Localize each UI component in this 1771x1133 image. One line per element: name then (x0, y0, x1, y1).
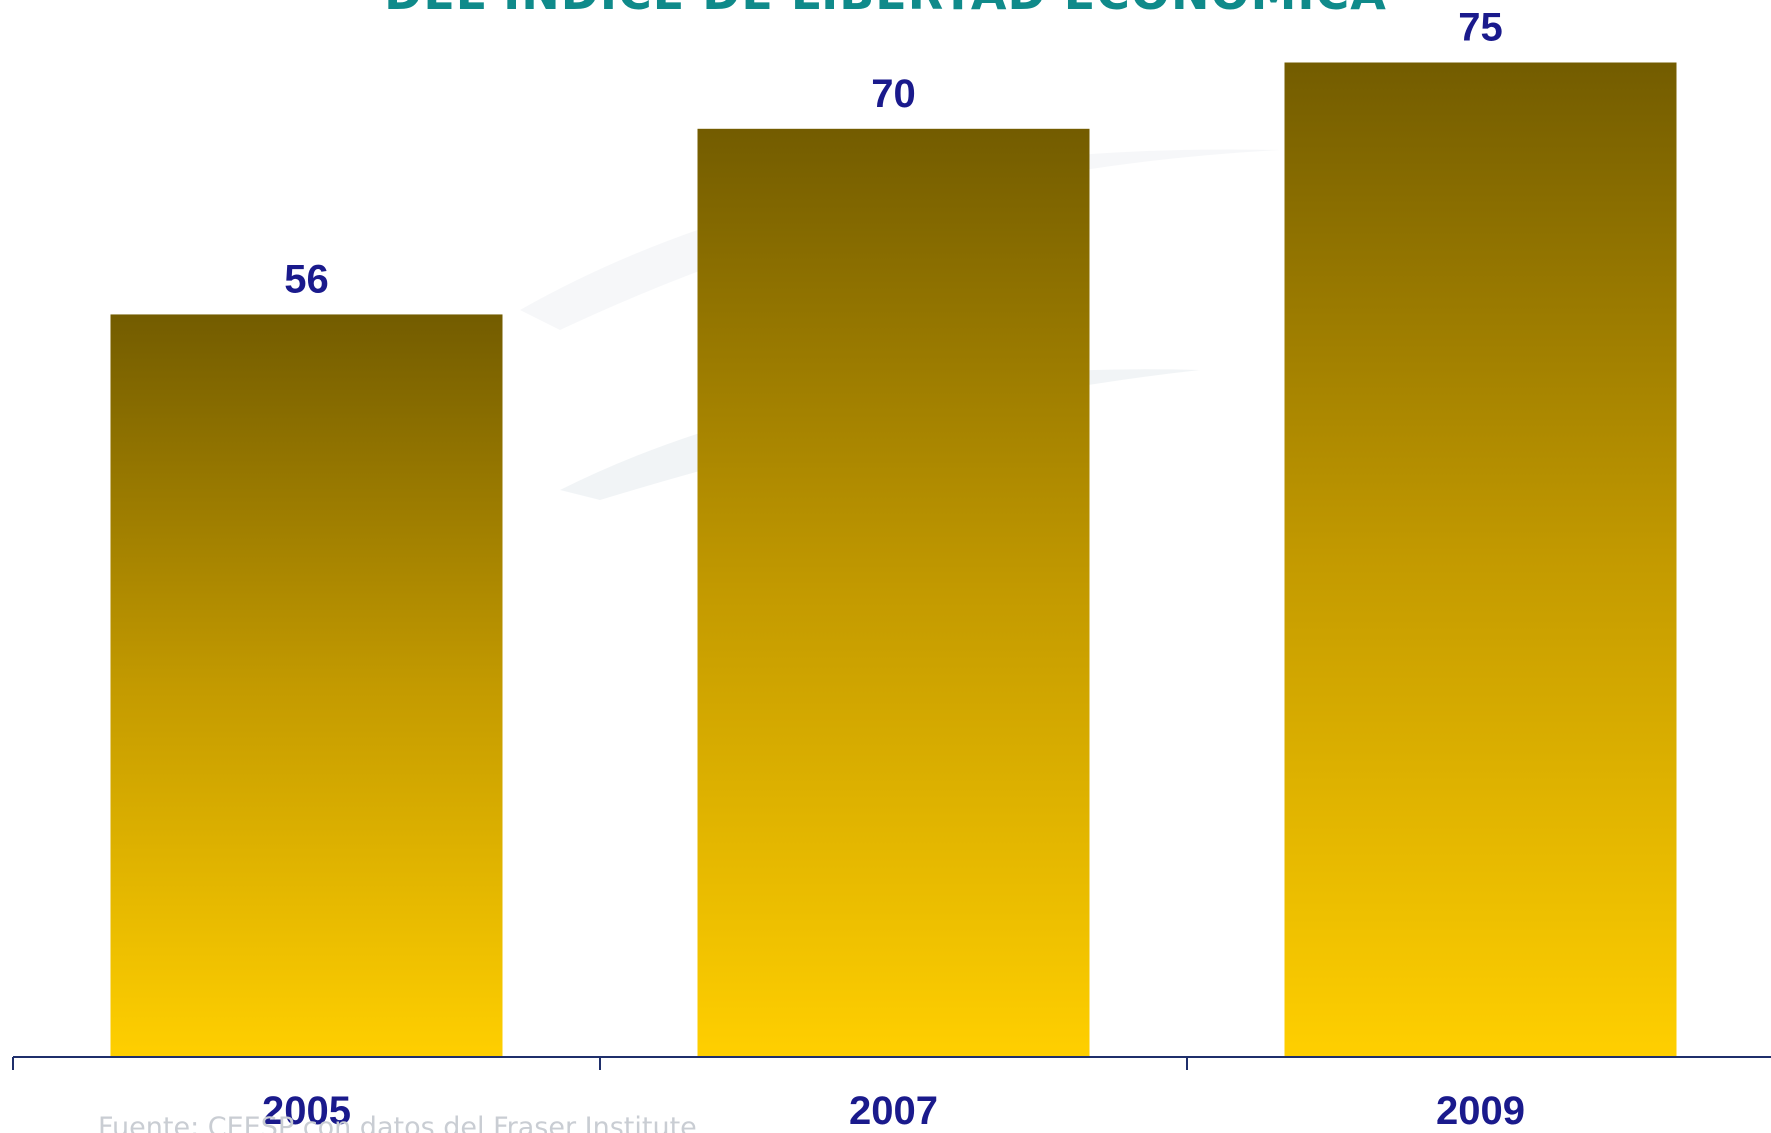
bar-2005 (110, 314, 503, 1057)
x-axis (12, 1056, 1771, 1070)
data-label-2009: 75 (1458, 6, 1503, 50)
source-note: Fuente: CEESP con datos del Fraser Insti… (98, 1112, 697, 1133)
bars (110, 62, 1677, 1058)
x-tick-label-2007: 2007 (849, 1089, 938, 1133)
labels: 56 2005 70 2007 75 2009 (262, 6, 1525, 1133)
x-tick-label-2009: 2009 (1436, 1089, 1525, 1133)
x-tick-label-2005: 2005 (262, 1089, 351, 1133)
bar-2007 (697, 128, 1090, 1058)
data-label-2005: 56 (284, 257, 329, 301)
bar-2009 (1284, 62, 1677, 1057)
data-label-2007: 70 (871, 72, 916, 116)
chart-title: DEL ÍNDICE DE LIBERTAD ECONÓMICA (0, 0, 1771, 20)
